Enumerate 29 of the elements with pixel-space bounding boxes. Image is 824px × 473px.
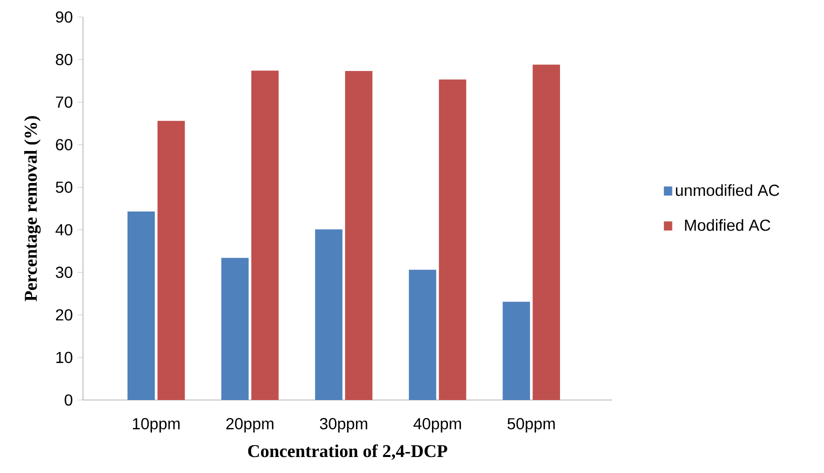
bar bbox=[408, 270, 436, 400]
bar bbox=[128, 211, 155, 400]
bar bbox=[502, 302, 530, 400]
legend-label: unmodified AC bbox=[676, 184, 780, 196]
x-axis-title: Concentration of 2,4-DCP bbox=[248, 444, 448, 460]
y-tick-label: 0 bbox=[64, 394, 72, 406]
y-tick-label: 40 bbox=[56, 224, 72, 236]
x-tick-label: 30ppm bbox=[320, 418, 368, 433]
bar bbox=[221, 258, 249, 400]
y-tick-label: 50 bbox=[56, 182, 72, 193]
y-tick-label: 60 bbox=[56, 139, 72, 150]
bar bbox=[315, 229, 342, 400]
legend-label: Modified AC bbox=[685, 219, 770, 231]
x-tick-label: 50ppm bbox=[508, 418, 555, 433]
bar bbox=[158, 120, 185, 400]
y-tick-label: 10 bbox=[56, 352, 72, 364]
bar bbox=[251, 70, 279, 400]
bar bbox=[438, 80, 466, 400]
y-tick-label: 90 bbox=[56, 11, 72, 23]
y-axis-title: Percentage removal (%) bbox=[24, 116, 41, 302]
x-tick-label: 10ppm bbox=[132, 418, 180, 433]
y-tick-label: 80 bbox=[56, 54, 72, 66]
x-tick-label: 20ppm bbox=[226, 418, 274, 433]
y-tick-label: 20 bbox=[56, 309, 72, 321]
bar bbox=[532, 64, 560, 400]
y-tick-label: 70 bbox=[56, 96, 72, 108]
x-tick-label: 40ppm bbox=[413, 418, 461, 433]
y-tick-label: 30 bbox=[56, 266, 72, 278]
bar bbox=[345, 71, 372, 400]
